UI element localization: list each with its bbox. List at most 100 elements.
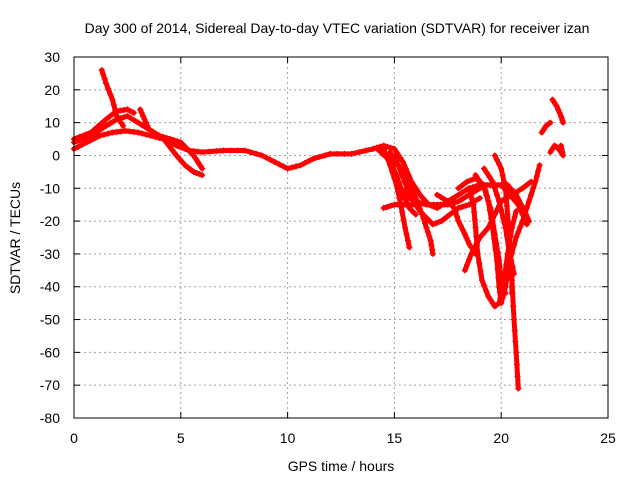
- series-trace-23: [547, 142, 567, 159]
- data-point: [473, 187, 480, 194]
- data-point: [334, 150, 341, 157]
- data-point: [387, 202, 394, 209]
- data-point: [417, 191, 424, 198]
- data-point: [494, 248, 501, 255]
- data-point: [227, 147, 234, 154]
- data-point: [174, 138, 181, 145]
- data-point: [489, 178, 496, 185]
- series-trace-1: [71, 127, 530, 228]
- data-point: [106, 120, 113, 127]
- data-point: [199, 172, 206, 179]
- data-point: [501, 178, 508, 185]
- data-point: [511, 270, 518, 277]
- data-point: [519, 218, 526, 225]
- data-point: [483, 191, 490, 198]
- data-point: [553, 103, 560, 110]
- data-point: [149, 128, 156, 135]
- data-point: [142, 119, 149, 126]
- data-point: [293, 163, 300, 170]
- data-point: [451, 199, 458, 206]
- data-point: [310, 155, 317, 162]
- x-tick-label: 10: [280, 430, 296, 446]
- data-point: [502, 224, 509, 231]
- data-point: [435, 219, 442, 226]
- data-point: [459, 226, 466, 233]
- data-point: [487, 296, 494, 303]
- data-point: [523, 211, 530, 218]
- data-point: [516, 197, 522, 204]
- y-tick-label: -80: [40, 410, 60, 426]
- data-point: [110, 102, 117, 109]
- data-point: [199, 165, 206, 172]
- data-point: [468, 250, 475, 257]
- data-point: [466, 241, 473, 248]
- data-point: [504, 181, 511, 188]
- data-point: [499, 281, 506, 288]
- data-point: [469, 176, 476, 183]
- data-point: [403, 231, 410, 238]
- data-point: [498, 207, 505, 214]
- data-point: [437, 194, 444, 201]
- data-point: [496, 198, 503, 205]
- data-point: [405, 172, 412, 179]
- data-point: [75, 143, 82, 150]
- data-point: [485, 293, 492, 300]
- data-point: [355, 149, 362, 156]
- data-point: [100, 71, 107, 78]
- data-point: [503, 233, 510, 240]
- data-point: [466, 256, 473, 263]
- data-point: [451, 194, 458, 201]
- data-point: [469, 196, 476, 203]
- data-point: [471, 216, 478, 223]
- data-point: [147, 132, 154, 139]
- data-point: [241, 147, 248, 154]
- data-point: [513, 234, 520, 241]
- data-point: [483, 288, 490, 295]
- data-point: [137, 106, 144, 113]
- data-point: [466, 177, 473, 184]
- data-point: [459, 203, 466, 210]
- data-point: [501, 285, 508, 292]
- data-point: [461, 231, 468, 238]
- data-point: [420, 215, 427, 222]
- data-point: [559, 149, 566, 156]
- y-axis-label: SDTVAR / TECUs: [7, 182, 23, 294]
- data-point: [362, 147, 369, 154]
- data-point: [297, 162, 304, 169]
- data-point: [341, 150, 348, 157]
- data-point: [516, 187, 522, 194]
- data-point: [98, 120, 105, 127]
- data-point: [400, 216, 407, 223]
- data-point: [471, 209, 478, 216]
- data-point: [393, 157, 400, 164]
- data-point: [400, 188, 407, 195]
- data-point: [424, 229, 431, 236]
- data-point: [402, 165, 409, 172]
- data-point: [258, 152, 265, 159]
- data-point: [486, 174, 493, 181]
- series-trace-4: [98, 67, 127, 129]
- data-point: [497, 270, 504, 277]
- data-point: [374, 145, 381, 152]
- data-point: [414, 187, 421, 194]
- data-point: [124, 113, 131, 120]
- data-point: [305, 157, 312, 164]
- data-point: [327, 150, 334, 157]
- data-point: [130, 109, 137, 116]
- data-point: [479, 231, 486, 238]
- y-tick-label: 20: [44, 82, 60, 98]
- y-tick-labels: 30 20 10 0 -10 -20 -30 -40 -50 -60 -70 -80: [40, 49, 60, 426]
- data-point: [152, 130, 159, 137]
- data-point: [455, 191, 462, 198]
- data-point: [470, 201, 477, 208]
- data-point: [560, 152, 567, 159]
- data-point: [395, 162, 402, 169]
- data-point: [477, 268, 484, 275]
- axis-ticks: [73, 56, 609, 419]
- data-point: [466, 185, 473, 192]
- data-point: [459, 189, 466, 196]
- series-trace-22: [538, 119, 554, 136]
- data-point: [101, 75, 108, 82]
- data-point: [422, 220, 429, 227]
- data-point: [491, 152, 498, 159]
